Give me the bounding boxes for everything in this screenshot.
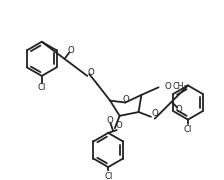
Text: Cl: Cl: [104, 172, 112, 180]
Text: O: O: [176, 105, 183, 114]
Text: O: O: [123, 95, 130, 104]
Text: CH₃: CH₃: [173, 82, 188, 91]
Text: O: O: [165, 82, 171, 91]
Text: Cl: Cl: [38, 83, 46, 92]
Text: O: O: [115, 121, 122, 130]
Text: O: O: [106, 116, 113, 125]
Text: O: O: [67, 46, 74, 55]
Text: O: O: [88, 68, 95, 77]
Text: Cl: Cl: [184, 125, 192, 134]
Text: O: O: [151, 109, 158, 118]
